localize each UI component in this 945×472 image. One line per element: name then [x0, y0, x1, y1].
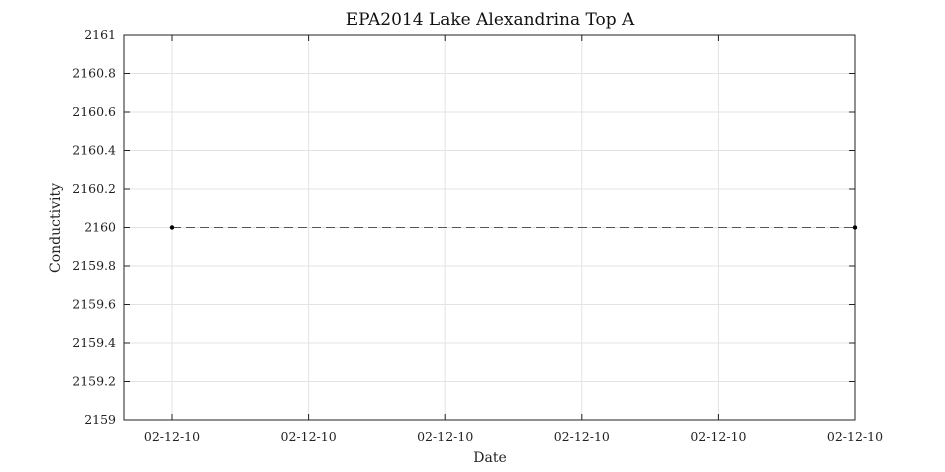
- y-tick-label: 2160.6: [72, 104, 116, 119]
- x-tick-label: 02-12-10: [417, 429, 473, 444]
- y-tick-label: 2160.4: [72, 143, 116, 158]
- x-axis-label: Date: [473, 450, 506, 466]
- x-tick-label: 02-12-10: [144, 429, 200, 444]
- data-point: [169, 225, 175, 230]
- x-tick-label: 02-12-10: [827, 429, 883, 444]
- plot-area: 2159 2159.2 2159.4 2159.6 2159.8 2160 2160.2 21…: [72, 27, 883, 444]
- x-tick-label: 02-12-10: [281, 429, 337, 444]
- y-tick-label: 2159.4: [72, 335, 116, 350]
- y-tick-label: 2159.2: [72, 374, 116, 389]
- y-tick-label: 2159.6: [72, 297, 116, 312]
- y-tick-label: 2160: [84, 220, 116, 235]
- y-tick-label: 2160.8: [72, 66, 116, 81]
- y-tick-label: 2159: [84, 412, 116, 427]
- x-tick-label: 02-12-10: [690, 429, 746, 444]
- x-tick-label: 02-12-10: [554, 429, 610, 444]
- y-tick-label: 2160.2: [72, 181, 116, 196]
- y-tick-label: 2159.8: [72, 258, 116, 273]
- data-point: [852, 225, 858, 230]
- y-axis-label: Conductivity: [48, 183, 64, 273]
- y-tick-label: 2161: [84, 27, 116, 42]
- chart-title: EPA2014 Lake Alexandrina Top A: [346, 10, 635, 30]
